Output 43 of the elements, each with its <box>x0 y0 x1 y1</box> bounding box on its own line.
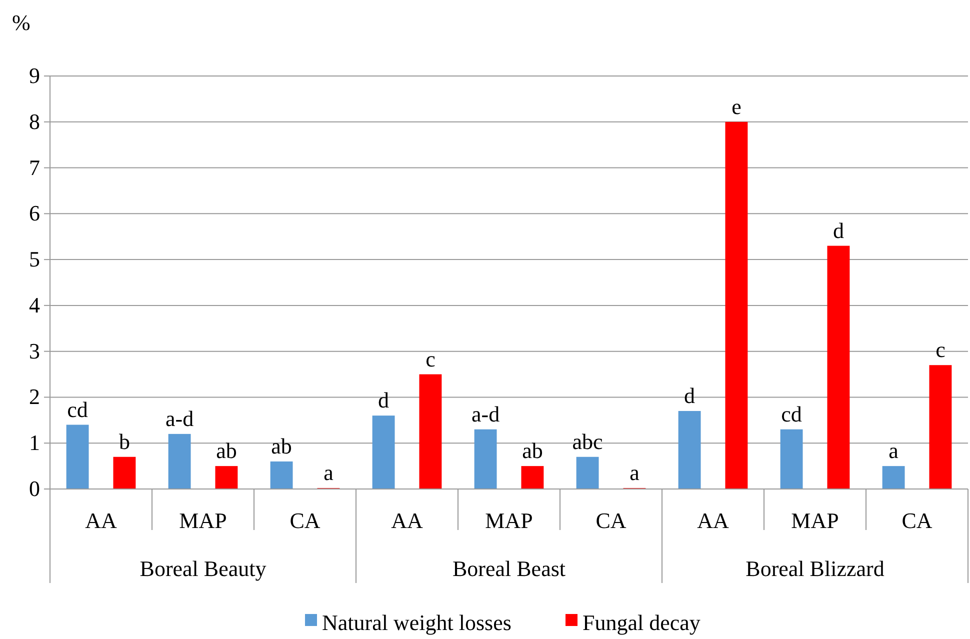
data-label: abc <box>572 428 604 454</box>
data-label: a <box>630 460 640 486</box>
data-label: ab <box>271 433 292 458</box>
y-tick-label: 5 <box>29 246 40 272</box>
data-label: d <box>832 218 844 243</box>
data-label: a-d <box>165 406 194 431</box>
legend-label: Fungal decay <box>582 610 700 635</box>
data-label: e <box>732 94 742 119</box>
x-tick-label: MAP <box>485 508 533 533</box>
data-label: d <box>684 382 696 408</box>
y-tick-label: 6 <box>29 200 40 226</box>
data-label: d <box>378 388 390 413</box>
text: Boreal Beauty <box>140 556 266 581</box>
data-label: c <box>936 337 946 362</box>
data-label: ab <box>216 438 237 464</box>
y-tick-label: 8 <box>29 108 40 134</box>
data-label: cd <box>781 401 802 426</box>
legend-label: Natural weight losses <box>322 610 512 635</box>
x-tick-label: MAP <box>179 508 227 533</box>
y-tick-label: 9 <box>29 63 40 88</box>
y-tick-label: 4 <box>29 292 40 318</box>
x-tick-label: AA <box>697 508 729 533</box>
y-tick-label: 7 <box>29 154 40 180</box>
x-tick-label: CA <box>902 508 932 533</box>
data-label: a-d <box>471 401 500 426</box>
x-tick-label: MAP <box>791 508 839 533</box>
y-axis-title: % <box>12 10 30 35</box>
data-label: b <box>118 428 130 454</box>
x-tick-label: AA <box>85 508 117 533</box>
text: Boreal Beast <box>452 556 566 581</box>
data-label: cd <box>67 396 88 422</box>
y-tick-label: 2 <box>29 384 40 410</box>
data-label: ab <box>522 438 543 464</box>
data-label: a <box>888 438 899 464</box>
y-tick-label: 3 <box>29 338 40 364</box>
data-label: c <box>426 346 436 372</box>
data-label: a <box>324 460 334 486</box>
x-tick-label: CA <box>596 508 626 533</box>
x-tick-label: AA <box>391 508 423 533</box>
y-tick-label: 1 <box>29 430 40 456</box>
y-tick-label: 0 <box>29 476 40 501</box>
x-tick-label: CA <box>290 508 320 533</box>
text: Boreal Blizzard <box>746 556 884 581</box>
